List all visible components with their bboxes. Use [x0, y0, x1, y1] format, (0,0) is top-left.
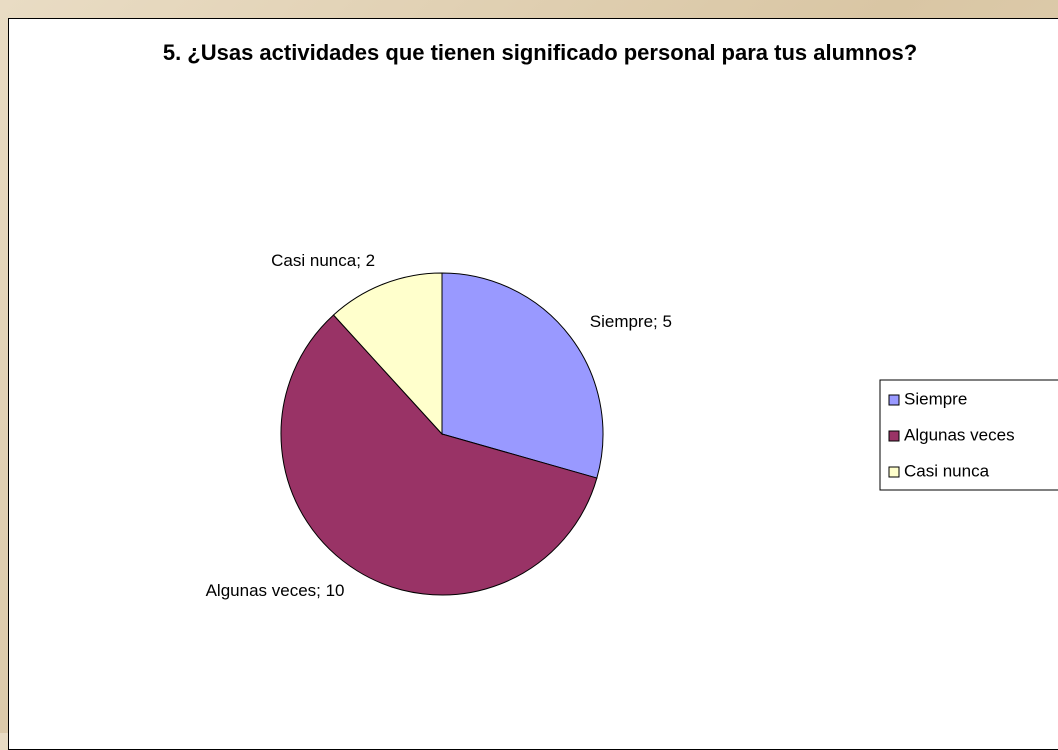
data-label: Siempre; 5 [590, 312, 672, 331]
chart: Siempre; 5 Algunas veces; 10 Casi nunca; 2… [206, 251, 1058, 600]
data-label: Casi nunca; 2 [271, 251, 375, 270]
legend-box [879, 379, 1058, 491]
data-label: Algunas veces; 10 [206, 581, 345, 600]
legend-swatch [888, 430, 900, 442]
legend-label: Casi nunca [904, 461, 990, 480]
pie-slice [280, 314, 598, 596]
legend-swatch [888, 394, 900, 406]
chart-title: 5. ¿Usas actividades que tienen signific… [162, 40, 918, 65]
pie-slice [332, 272, 443, 436]
legend-label: Algunas veces [904, 425, 1015, 444]
legend-swatch [888, 466, 900, 478]
pie-slice [441, 272, 604, 479]
legend-label: Siempre [904, 389, 967, 408]
